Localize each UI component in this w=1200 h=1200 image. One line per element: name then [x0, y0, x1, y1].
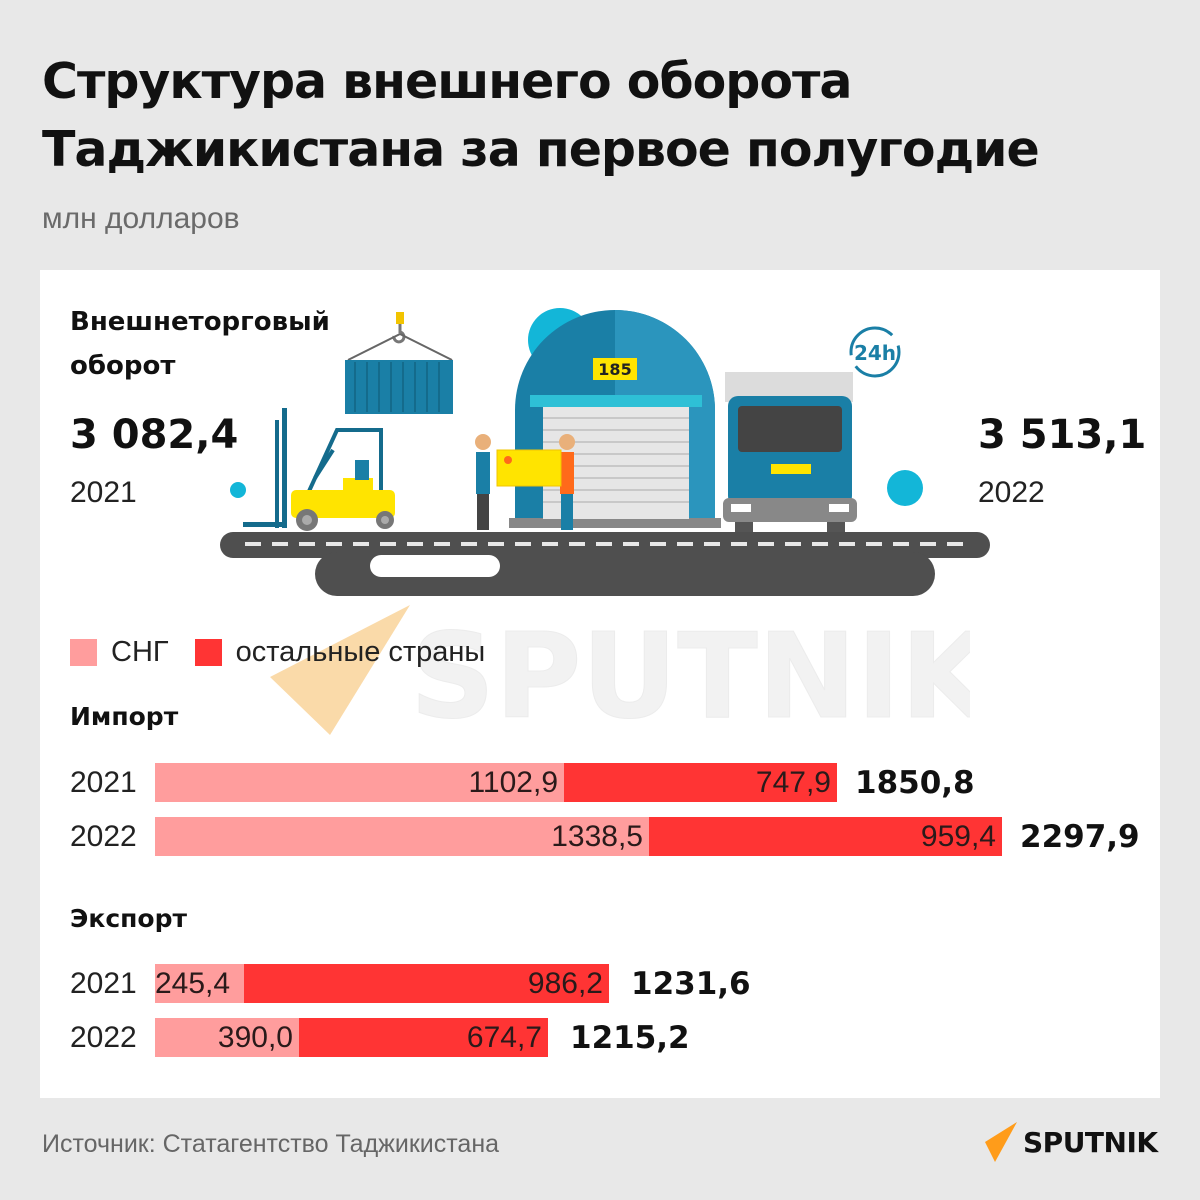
forklift-icon	[243, 408, 395, 531]
import-section-title: Импорт	[70, 702, 179, 731]
export-section-title: Экспорт	[70, 904, 187, 933]
chart-legend: СНГ остальные страны	[70, 636, 511, 669]
bar-segment-cis: 1338,5	[155, 817, 649, 856]
legend-label-cis: СНГ	[111, 636, 169, 668]
title-line-2: Таджикистана за первое полугодие	[42, 121, 1040, 178]
bar-segment-other: 747,9	[564, 763, 837, 802]
legend-item-cis: СНГ	[70, 636, 169, 669]
legend-label-other: остальные страны	[235, 636, 486, 668]
24h-clock-icon: 24h	[849, 326, 901, 378]
bar-segment-other: 959,4	[649, 817, 1002, 856]
turnover-year-2021: 2021	[70, 476, 137, 509]
truck-icon	[723, 372, 857, 532]
import-row-2021: 2021 1102,9 747,9 1850,8	[70, 763, 975, 802]
row-total: 2297,9	[1020, 818, 1140, 855]
bar-segment-cis: 390,0	[155, 1018, 299, 1057]
stacked-bar: 1338,5 959,4	[155, 817, 1002, 856]
unit-subtitle: млн долларов	[42, 202, 240, 235]
svg-text:24h: 24h	[854, 341, 896, 365]
stacked-bar: 245,4 986,2	[155, 964, 609, 1003]
turnover-label: Внешнеторговый оборот	[70, 307, 330, 381]
row-total: 1215,2	[570, 1019, 690, 1056]
row-total: 1850,8	[855, 764, 975, 801]
export-row-2022: 2022 390,0 674,7 1215,2	[70, 1018, 690, 1057]
stacked-bar: 390,0 674,7	[155, 1018, 548, 1057]
row-year: 2021	[70, 765, 137, 799]
sputnik-logo-icon	[985, 1122, 1017, 1162]
row-total: 1231,6	[631, 965, 751, 1002]
stacked-bar: 1102,9 747,9	[155, 763, 837, 802]
legend-swatch-other	[194, 639, 222, 666]
road-icon	[220, 532, 990, 596]
bar-segment-cis: 245,4	[155, 964, 244, 1003]
row-year: 2021	[70, 966, 137, 1000]
title-line-1: Структура внешнего оборота	[42, 53, 852, 110]
bar-segment-other: 986,2	[244, 964, 609, 1003]
legend-item-other: остальные страны	[194, 636, 486, 669]
warehouse-icon: 185	[509, 308, 721, 528]
shipping-container-icon	[345, 312, 453, 414]
logistics-illustration: 185 24h	[220, 308, 990, 596]
export-row-2021: 2021 245,4 986,2 1231,6	[70, 964, 751, 1003]
people-handing-box-icon	[475, 434, 575, 530]
svg-text:185: 185	[598, 360, 631, 379]
page-title: Структура внешнего оборота Таджикистана …	[42, 48, 1040, 184]
turnover-value-2021: 3 082,4	[70, 412, 239, 458]
turnover-value-2022: 3 513,1	[978, 412, 1147, 458]
legend-swatch-cis	[70, 639, 97, 666]
turnover-year-2022: 2022	[978, 476, 1045, 509]
row-year: 2022	[70, 819, 137, 853]
sputnik-logo-text: SPUTNIK	[1023, 1125, 1158, 1159]
bar-segment-cis: 1102,9	[155, 763, 564, 802]
sputnik-logo: SPUTNIK	[985, 1122, 1158, 1162]
sputnik-watermark: SPUTNIK	[270, 605, 970, 745]
import-row-2022: 2022 1338,5 959,4 2297,9	[70, 817, 1140, 856]
svg-text:SPUTNIK: SPUTNIK	[410, 607, 970, 745]
row-year: 2022	[70, 1020, 137, 1054]
source-note: Источник: Статагентство Таджикистана	[42, 1130, 500, 1158]
infographic-card: Внешнеторговый оборот 3 082,4 2021 3 513…	[40, 270, 1160, 1098]
bar-segment-other: 674,7	[299, 1018, 548, 1057]
